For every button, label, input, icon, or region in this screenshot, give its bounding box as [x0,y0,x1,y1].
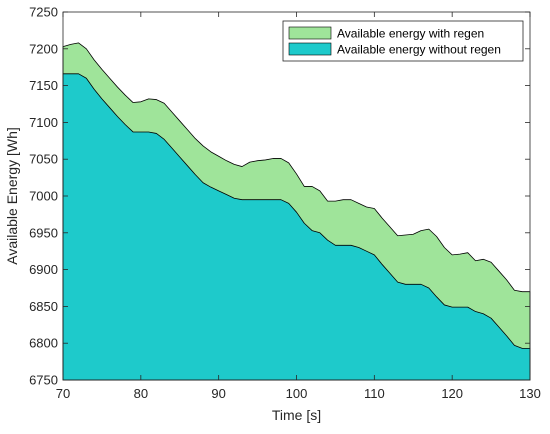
x-tick-label: 100 [286,386,308,401]
legend: Available energy with regen Available en… [282,20,524,62]
y-tick-label: 7250 [29,5,58,20]
x-tick-label: 130 [519,386,541,401]
y-tick-label: 7000 [29,189,58,204]
y-tick-label: 7200 [29,41,58,56]
legend-swatch-with-regen [288,26,332,40]
y-tick-label: 6950 [29,225,58,240]
y-tick-label: 6850 [29,299,58,314]
y-tick-label: 6800 [29,336,58,351]
y-tick-label: 6900 [29,262,58,277]
y-tick-label: 7100 [29,115,58,130]
x-tick-label: 110 [364,386,385,401]
y-tick-label: 6750 [29,373,58,388]
legend-label-with-regen: Available energy with regen [337,27,484,41]
area-series-1 [62,73,531,381]
x-tick-label: 80 [134,386,148,401]
x-axis-label: Time [s] [272,407,321,423]
legend-swatch-without-regen [288,42,332,56]
x-tick-label: 90 [211,386,225,401]
area-layer [62,42,531,381]
x-tick-label: 70 [56,386,70,401]
axes-layer: 70 80 90 100 110 120 130 6750 6800 6850 6900 6950 70… [29,5,541,402]
y-axis-label: Available Energy [Wh] [4,127,20,264]
legend-label-without-regen: Available energy without regen [337,43,501,57]
y-tick-label: 7050 [29,152,58,167]
y-tick-label: 7150 [29,78,58,93]
x-tick-label: 120 [441,386,463,401]
